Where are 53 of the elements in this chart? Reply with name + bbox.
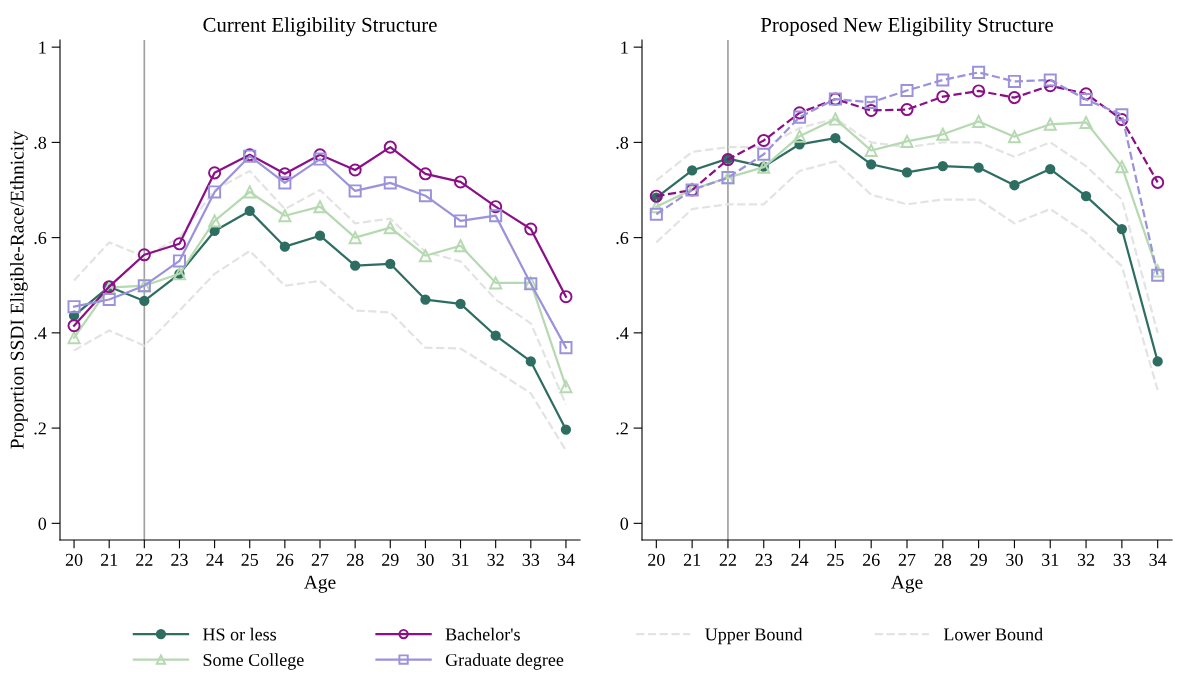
x-tick-label: 32 — [487, 553, 504, 566]
x-tick-label: 34 — [557, 553, 575, 566]
y-tick-label: .2 — [616, 422, 628, 435]
x-tick-label: 32 — [1077, 553, 1095, 566]
x-tick-label: 22 — [136, 553, 153, 566]
x-tick-label: 20 — [648, 553, 665, 566]
x-tick-label: 33 — [1113, 553, 1131, 566]
x-tick-label: 30 — [417, 553, 434, 566]
x-tick-label: 21 — [100, 553, 118, 566]
legend-label: Graduate degree — [445, 653, 564, 670]
x-tick-label: 27 — [311, 553, 329, 566]
y-tick-label: .2 — [34, 422, 46, 435]
x-tick-label: 24 — [791, 553, 809, 566]
chart-title: Proposed New Eligibility Structure — [760, 17, 1053, 37]
y-tick-label: 1 — [621, 41, 628, 54]
y-tick-label: .8 — [616, 136, 629, 149]
x-tick-label: 28 — [934, 553, 952, 566]
y-tick-label: .6 — [616, 231, 629, 245]
legend-label: HS or less — [202, 627, 277, 641]
y-tick-label: 0 — [38, 517, 47, 530]
x-tick-label: 30 — [1006, 553, 1023, 566]
x-tick-label: 31 — [1042, 553, 1059, 566]
x-tick-label: 26 — [276, 553, 294, 566]
x-tick-label: 24 — [206, 553, 224, 566]
x-tick-label: 25 — [241, 553, 259, 566]
x-tick-label: 29 — [382, 553, 399, 566]
x-tick-label: 20 — [65, 553, 83, 566]
x-tick-label: 28 — [346, 553, 364, 566]
x-axis-title: Age — [303, 575, 336, 593]
y-tick-label: 1 — [39, 41, 46, 54]
x-tick-label: 34 — [1149, 553, 1167, 566]
x-tick-label: 26 — [862, 553, 880, 566]
x-tick-label: 23 — [171, 553, 188, 566]
y-tick-label: .4 — [616, 327, 629, 340]
x-tick-label: 33 — [522, 553, 540, 566]
x-tick-label: 25 — [827, 553, 844, 566]
x-tick-label: 29 — [970, 553, 987, 566]
legend-label: Upper Bound — [705, 627, 803, 645]
x-tick-label: 23 — [755, 553, 773, 566]
x-axis-title: Age — [890, 575, 923, 593]
x-tick-label: 31 — [452, 553, 469, 566]
y-tick-label: .6 — [34, 231, 47, 245]
x-tick-label: 27 — [898, 553, 916, 566]
chart-title: Current Eligibility Structure — [203, 17, 437, 37]
x-tick-label: 22 — [719, 553, 736, 566]
y-tick-label: 0 — [620, 517, 629, 530]
y-tick-label: .8 — [34, 136, 47, 149]
y-axis-title: Proportion SSDI Eligible-Race/Ethnicity — [10, 130, 28, 449]
y-tick-label: .4 — [34, 327, 47, 340]
x-tick-label: 21 — [683, 553, 701, 566]
legend-label: Lower Bound — [943, 627, 1043, 641]
legend-label: Some College — [203, 653, 304, 670]
legend-label: Bachelor's — [445, 627, 520, 641]
